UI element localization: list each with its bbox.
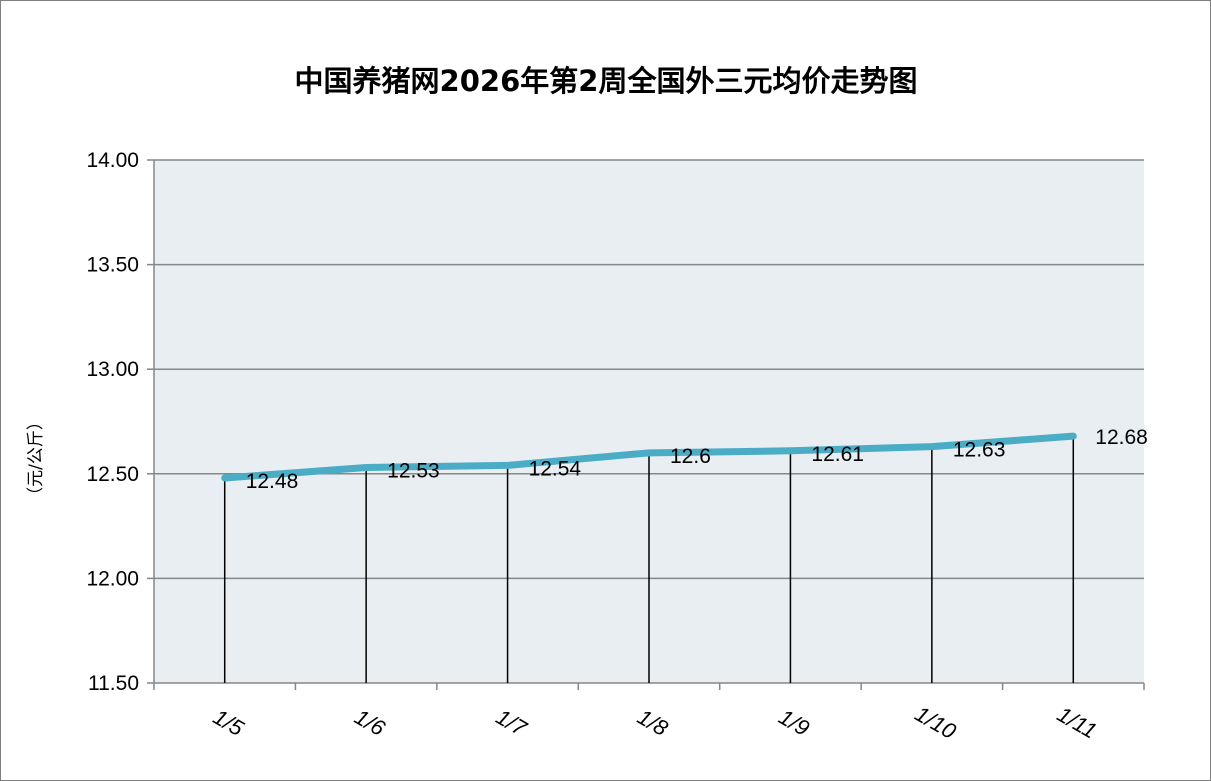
x-tick-labels: 1/5 1/6 1/7 1/8 1/9 1/10 1/11 [209, 701, 1101, 744]
x-tick-label: 1/5 [209, 704, 249, 741]
y-tick-label: 14.00 [86, 149, 139, 172]
data-label: 12.48 [246, 470, 299, 493]
data-label: 12.53 [387, 460, 440, 483]
drop-lines [223, 436, 1075, 683]
y-tick-label: 13.50 [86, 254, 139, 277]
series-line [221, 432, 1077, 482]
chart-title: 中国养猪网2026年第2周全国外三元均价走势图 [295, 64, 918, 98]
series-line-group [221, 432, 1077, 482]
y-tick-label: 13.00 [86, 358, 139, 381]
data-label: 12.54 [529, 457, 582, 480]
data-label: 12.68 [1095, 426, 1148, 449]
y-tick-label: 12.50 [86, 463, 139, 486]
data-label: 12.63 [953, 439, 1006, 462]
x-tick-label: 1/7 [492, 704, 532, 741]
y-axis-label: （元/公斤） [26, 413, 46, 504]
data-label: 12.61 [811, 443, 864, 466]
x-tick-label: 1/10 [911, 701, 961, 744]
x-tick-label: 1/9 [775, 704, 814, 741]
x-tick-label: 1/6 [350, 704, 390, 741]
y-tick-label: 12.00 [86, 567, 139, 590]
x-tick-label: 1/11 [1053, 701, 1101, 743]
data-labels: 12.48 12.53 12.54 12.6 12.61 12.63 12.68 [246, 426, 1148, 493]
y-tick-labels: 11.50 12.00 12.50 13.00 13.50 14.00 [86, 149, 139, 695]
y-tick-label: 11.50 [88, 672, 139, 695]
x-tick-label: 1/8 [633, 704, 673, 741]
data-label: 12.6 [670, 445, 711, 468]
